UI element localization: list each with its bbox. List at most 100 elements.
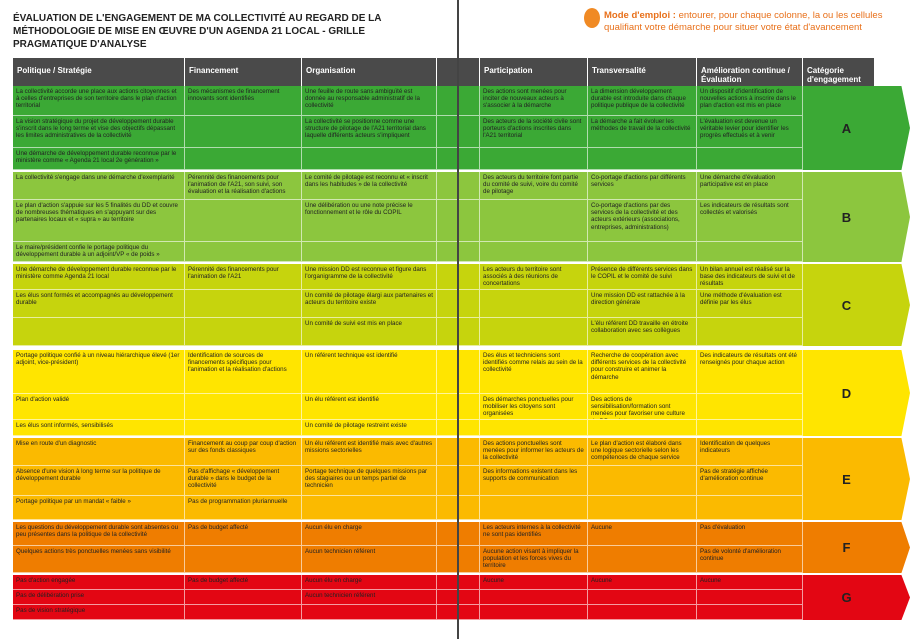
- table-cell: [697, 420, 803, 436]
- table-cell: [185, 148, 302, 170]
- table-cell: La démarche a fait évoluer les méthodes …: [588, 116, 697, 148]
- table-cell: Une mission DD est rattachée à la direct…: [588, 290, 697, 318]
- table-cell: La vision stratégique du projet de dével…: [13, 116, 185, 148]
- page-fold: [457, 0, 459, 639]
- table-cell: Les indicateurs de résultats sont collec…: [697, 200, 803, 242]
- table-cell: [185, 605, 302, 620]
- table-cell: Plan d'action validé: [13, 394, 185, 420]
- table-cell: [185, 200, 302, 242]
- table-cell: Les élus sont formés et accompagnés au d…: [13, 290, 185, 318]
- table-cell: Le plan d'action s'appuie sur les 5 fina…: [13, 200, 185, 242]
- table-cell: Des démarches ponctuelles pour mobiliser…: [480, 394, 588, 420]
- blank-cell: [437, 438, 480, 466]
- blank-cell: [437, 466, 480, 496]
- table-cell: Le maire/président confie le portage pol…: [13, 242, 185, 262]
- table-cell: Des acteurs de la société civile sont po…: [480, 116, 588, 148]
- table-cell: Aucune: [480, 575, 588, 590]
- table-cell: Pas de stratégie affichée d'amélioration…: [697, 466, 803, 496]
- table-cell: Mise en route d'un diagnostic: [13, 438, 185, 466]
- blank-cell: [437, 290, 480, 318]
- table-cell: [185, 546, 302, 573]
- table-cell: Un dispositif d'identification de nouvel…: [697, 86, 803, 116]
- table-cell: Aucune action visant à impliquer la popu…: [480, 546, 588, 573]
- table-cell: [588, 420, 697, 436]
- blank-cell: [437, 172, 480, 200]
- table-cell: Aucun technicien référent: [302, 546, 437, 573]
- table-cell: Des élus et techniciens sont identifiés …: [480, 350, 588, 394]
- table-cell: [302, 242, 437, 262]
- table-cell: [480, 318, 588, 346]
- table-cell: Pas de budget affecté: [185, 575, 302, 590]
- table-cell: [588, 496, 697, 520]
- table-cell: [588, 590, 697, 605]
- table-cell: Un élu référent est identifié: [302, 394, 437, 420]
- table-cell: Des informations existent dans les suppo…: [480, 466, 588, 496]
- blank-cell: [437, 86, 480, 116]
- table-cell: [480, 496, 588, 520]
- table-cell: Financement au coup par coup d'action su…: [185, 438, 302, 466]
- table-cell: [480, 590, 588, 605]
- table-cell: Pas de vision stratégique: [13, 605, 185, 620]
- table-cell: [480, 148, 588, 170]
- blank-cell: [437, 394, 480, 420]
- table-cell: Pas de délibération prise: [13, 590, 185, 605]
- page-title: ÉVALUATION DE L'ENGAGEMENT DE MA COLLECT…: [13, 13, 382, 50]
- table-cell: [302, 496, 437, 520]
- table-cell: [480, 290, 588, 318]
- table-cell: [697, 242, 803, 262]
- blank-cell: [437, 420, 480, 436]
- category-arrow: B: [803, 172, 910, 262]
- column-header: Amélioration continue / Évaluation: [697, 58, 803, 86]
- table-cell: Un bilan annuel est réalisé sur la base …: [697, 264, 803, 290]
- category-arrow: D: [803, 350, 910, 436]
- table-cell: Aucun élu en charge: [302, 575, 437, 590]
- instructions-label: Mode d'emploi :: [604, 10, 676, 21]
- blank-cell: [437, 242, 480, 262]
- table-cell: Aucune: [697, 575, 803, 590]
- table-cell: Des actions de sensibilisation/formation…: [588, 394, 697, 420]
- table-cell: Quelques actions très ponctuelles menées…: [13, 546, 185, 573]
- table-cell: Les acteurs internes à la collectivité n…: [480, 522, 588, 546]
- blank-cell: [437, 575, 480, 590]
- table-cell: Une démarche d'évaluation participative …: [697, 172, 803, 200]
- table-cell: Une délibération ou une note précise le …: [302, 200, 437, 242]
- category-arrow: G: [803, 575, 910, 620]
- table-cell: La collectivité accorde une place aux ac…: [13, 86, 185, 116]
- table-cell: [185, 420, 302, 436]
- table-cell: L'élu référent DD travaille en étroite c…: [588, 318, 697, 346]
- table-cell: [697, 318, 803, 346]
- table-cell: Recherche de coopération avec différents…: [588, 350, 697, 394]
- table-cell: La dimension développement durable est i…: [588, 86, 697, 116]
- column-header: Transversalité: [588, 58, 697, 86]
- table-cell: Des actions ponctuelles sont menées pour…: [480, 438, 588, 466]
- table-cell: [302, 605, 437, 620]
- blank-cell: [437, 605, 480, 620]
- table-cell: [697, 148, 803, 170]
- table-cell: Un comité de pilotage restreint existe: [302, 420, 437, 436]
- table-cell: [588, 242, 697, 262]
- table-cell: [480, 242, 588, 262]
- blank-cell: [437, 148, 480, 170]
- table-cell: Pas d'évaluation: [697, 522, 803, 546]
- table-cell: L'évaluation est devenue un véritable le…: [697, 116, 803, 148]
- category-arrow: F: [803, 522, 910, 573]
- table-cell: Une démarche de développement durable re…: [13, 148, 185, 170]
- table-cell: Un référent technique est identifié: [302, 350, 437, 394]
- table-cell: Identification de sources de financement…: [185, 350, 302, 394]
- table-cell: Portage technique de quelques missions p…: [302, 466, 437, 496]
- table-cell: [185, 394, 302, 420]
- pencil-icon: [584, 8, 600, 28]
- table-cell: [185, 116, 302, 148]
- table-cell: Portage politique par un mandat « faible…: [13, 496, 185, 520]
- table-cell: [13, 318, 185, 346]
- table-cell: [185, 242, 302, 262]
- table-cell: Le comité de pilotage est reconnu et « i…: [302, 172, 437, 200]
- table-cell: Une mission DD est reconnue et figure da…: [302, 264, 437, 290]
- table-cell: Les élus sont informés, sensibilisés: [13, 420, 185, 436]
- table-cell: La collectivité se positionne comme une …: [302, 116, 437, 148]
- table-cell: [480, 605, 588, 620]
- table-cell: [588, 466, 697, 496]
- category-arrow: C: [803, 264, 910, 346]
- table-cell: Les questions du développement durable s…: [13, 522, 185, 546]
